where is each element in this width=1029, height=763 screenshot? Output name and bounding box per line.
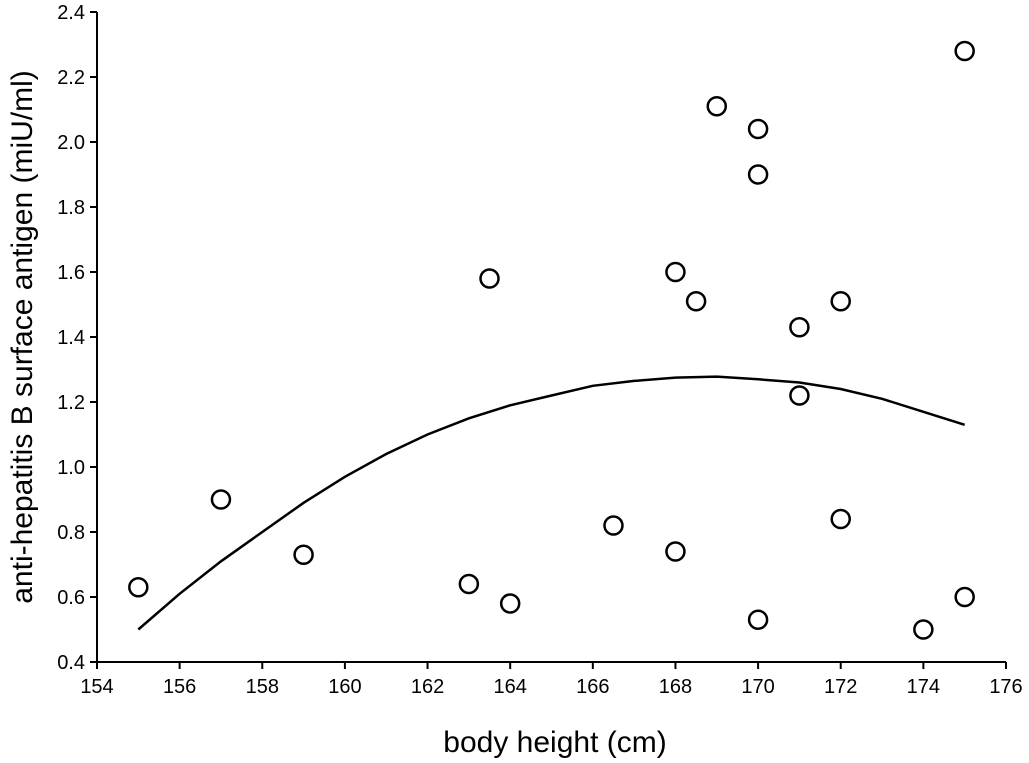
data-point xyxy=(479,268,500,289)
y-tick-label: 1.6 xyxy=(57,262,85,284)
data-point xyxy=(293,544,314,565)
x-tick-label: 168 xyxy=(659,676,692,698)
y-tick-label: 0.8 xyxy=(57,522,85,544)
data-point xyxy=(685,291,707,312)
x-ticks: 154 156 158 160 162 164 166 168 170 172 174 176 xyxy=(80,662,1023,698)
x-tick-label: 166 xyxy=(576,676,609,698)
data-point xyxy=(830,508,851,530)
x-tick-label: 174 xyxy=(907,676,940,698)
data-point xyxy=(128,577,149,598)
y-tick-label: 0.4 xyxy=(57,652,85,674)
x-tick-label: 158 xyxy=(246,676,279,698)
data-point xyxy=(458,573,480,595)
fit-curve xyxy=(137,375,966,631)
data-point xyxy=(747,118,769,140)
y-tick-label: 1.4 xyxy=(57,327,85,349)
y-tick-label: 1.2 xyxy=(57,392,85,414)
data-point xyxy=(954,586,975,608)
data-point xyxy=(789,385,810,406)
x-tick-label: 160 xyxy=(328,676,361,698)
y-tick-label: 2.0 xyxy=(57,132,85,154)
data-point xyxy=(665,261,686,283)
x-axis-title: body height (cm) xyxy=(443,726,666,759)
x-tick-label: 172 xyxy=(824,676,857,698)
data-point xyxy=(954,40,975,62)
x-tick-label: 176 xyxy=(989,676,1022,698)
y-tick-label: 2.4 xyxy=(57,2,85,24)
data-point xyxy=(747,609,769,630)
x-tick-label: 170 xyxy=(741,676,774,698)
axes xyxy=(96,12,1006,663)
y-tick-label: 1.0 xyxy=(57,457,85,479)
data-point xyxy=(830,291,851,312)
data-point xyxy=(210,489,232,510)
y-tick-label: 1.8 xyxy=(57,197,85,219)
x-tick-label: 164 xyxy=(493,676,526,698)
data-point xyxy=(706,96,728,117)
fit-curve-layer xyxy=(137,375,966,631)
y-ticks: 0.4 0.6 0.8 1.0 1.2 1.4 1.6 1.8 2.0 2.2 2.4 xyxy=(57,2,97,674)
points-layer xyxy=(128,40,975,640)
x-tick-label: 154 xyxy=(80,676,113,698)
x-tick-label: 162 xyxy=(411,676,444,698)
data-point xyxy=(913,619,934,640)
y-tick-label: 0.6 xyxy=(57,587,85,609)
data-point xyxy=(499,593,521,614)
data-point xyxy=(665,541,686,562)
y-tick-label: 2.2 xyxy=(57,67,85,89)
data-point xyxy=(747,164,769,185)
x-tick-label: 156 xyxy=(163,676,196,698)
y-axis-title: anti-hepatitis B surface antigen (miU/ml… xyxy=(6,70,39,604)
data-point xyxy=(603,515,624,536)
data-point xyxy=(789,317,810,338)
